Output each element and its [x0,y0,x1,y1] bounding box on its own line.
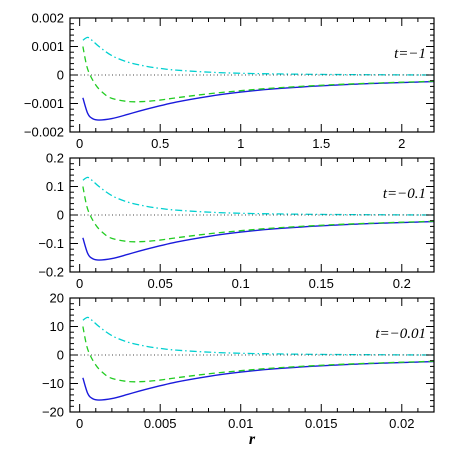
chart-panel-2: 0 0.05 0.1 0.15 0.2 −0.2 −0.1 0 0.1 0.2 t=−0.1 [38,151,435,291]
y-tick-label: 20 [50,291,64,306]
x-tick-label: 0.01 [228,416,253,431]
series-line-dashed [82,326,434,383]
series-line-dashed [82,46,434,103]
series-line-solid [82,80,434,121]
x-tick-label: 0.5 [151,136,169,151]
y-tick-label: −0.2 [38,265,64,280]
x-tick-label: 2 [398,136,405,151]
x-tick-label: 1 [237,136,244,151]
x-axis-label: r [249,431,256,448]
y-tick-label: 10 [50,319,64,334]
x-tick-label: 0 [76,136,83,151]
series-line-dashed [82,186,434,243]
series-line-solid [82,220,434,261]
y-tick-label: −20 [42,405,64,420]
series-line-solid [82,360,434,401]
x-tick-label: 0.15 [309,276,334,291]
y-tick-label: −0.001 [24,96,64,111]
y-tick-label: −10 [42,376,64,391]
series-line-dashdot [82,36,434,76]
y-tick-label: 0.2 [46,151,64,166]
y-tick-label: 0.001 [31,39,64,54]
x-tick-label: 0.05 [148,276,173,291]
y-tick-label: 0.002 [31,11,64,26]
x-tick-label: 0.015 [305,416,338,431]
y-tick-label: −0.002 [24,125,64,140]
y-tick-label: 0 [57,68,64,83]
x-tick-label: 0.2 [393,276,411,291]
y-tick-label: 0.1 [46,179,64,194]
x-tick-label: 0 [76,416,83,431]
series-line-dashdot [82,176,434,216]
panel-annotation: t=−0.1 [383,186,426,202]
series-line-dashdot [82,316,434,356]
chart-panel-3: 0 0.005 0.01 0.015 0.02 −20 −10 0 10 20 t=−0.01 r [42,291,435,448]
chart-panel-1: 0 0.5 1 1.5 2 −0.002 −0.001 0 0.001 0.002 t=−1 [24,11,435,151]
x-tick-label: 0.005 [144,416,177,431]
x-tick-label: 0.02 [389,416,414,431]
x-tick-label: 0.1 [232,276,250,291]
panel-annotation: t=−0.01 [375,326,426,342]
y-tick-label: 0 [57,348,64,363]
panel-annotation: t=−1 [394,46,426,62]
x-tick-label: 1.5 [312,136,330,151]
x-tick-label: 0 [76,276,83,291]
y-tick-label: 0 [57,208,64,223]
y-tick-label: −0.1 [38,236,64,251]
